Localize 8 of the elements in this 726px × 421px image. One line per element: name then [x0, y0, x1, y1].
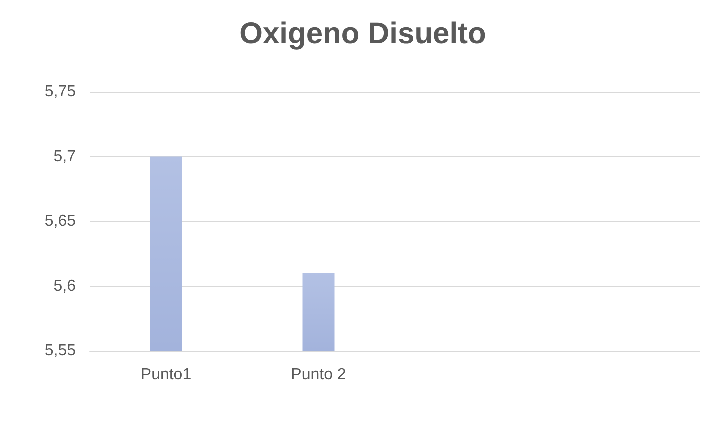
- y-tick-label: 5,7: [54, 148, 76, 166]
- x-tick-label: Punto 2: [291, 366, 346, 384]
- chart-title: Oxigeno Disuelto: [240, 18, 486, 50]
- y-tick-label: 5,75: [44, 84, 76, 100]
- y-tick-label: 5,65: [44, 213, 76, 230]
- y-tick-label: 5,55: [44, 342, 76, 360]
- x-tick-label: Punto1: [140, 366, 192, 384]
- y-tick-label: 5,6: [54, 278, 76, 295]
